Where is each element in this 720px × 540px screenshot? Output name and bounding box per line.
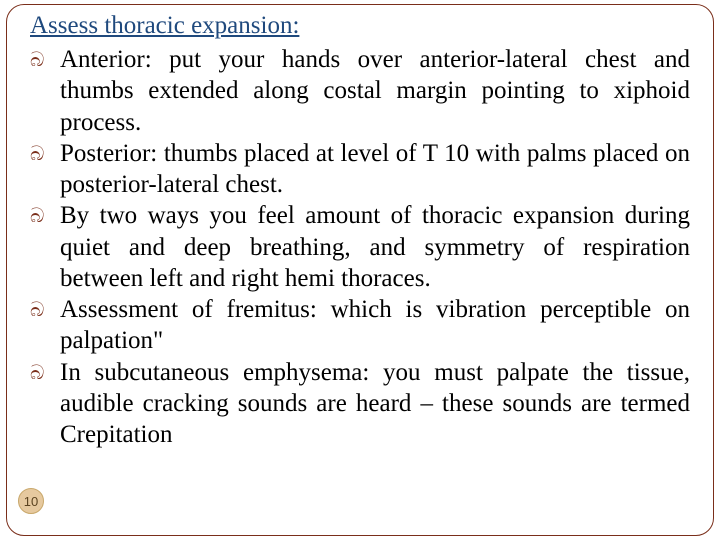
slide-heading: Assess thoracic expansion:: [28, 12, 692, 40]
list-item: බ Posterior: thumbs placed at level of T…: [30, 138, 690, 201]
list-item-text: By two ways you feel amount of thoracic …: [60, 202, 690, 292]
list-item: බ Anterior: put your hands over anterior…: [30, 44, 690, 138]
list-item: බ By two ways you feel amount of thoraci…: [30, 200, 690, 294]
slide-container: Assess thoracic expansion: බ Anterior: p…: [0, 0, 720, 540]
bullet-icon: බ: [30, 206, 52, 228]
bullet-icon: බ: [30, 144, 52, 166]
bullet-icon: බ: [30, 363, 52, 385]
bullet-icon: බ: [30, 50, 52, 72]
list-item-text: In subcutaneous emphysema: you must palp…: [60, 359, 690, 449]
list-item: බ In subcutaneous emphysema: you must pa…: [30, 357, 690, 451]
bullet-icon: බ: [30, 300, 52, 322]
page-number-badge: 10: [18, 488, 44, 514]
list-item-text: Posterior: thumbs placed at level of T 1…: [60, 140, 690, 198]
list-item: බ Assessment of fremitus: which is vibra…: [30, 294, 690, 357]
list-item-text: Anterior: put your hands over anterior-l…: [60, 46, 690, 136]
list-item-text: Assessment of fremitus: which is vibrati…: [60, 296, 690, 354]
page-number: 10: [24, 494, 38, 509]
bullet-list: බ Anterior: put your hands over anterior…: [28, 44, 692, 450]
